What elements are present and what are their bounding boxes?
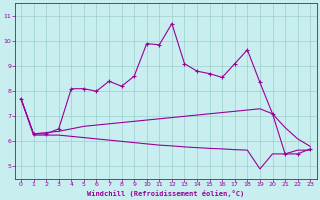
X-axis label: Windchill (Refroidissement éolien,°C): Windchill (Refroidissement éolien,°C)	[87, 190, 244, 197]
